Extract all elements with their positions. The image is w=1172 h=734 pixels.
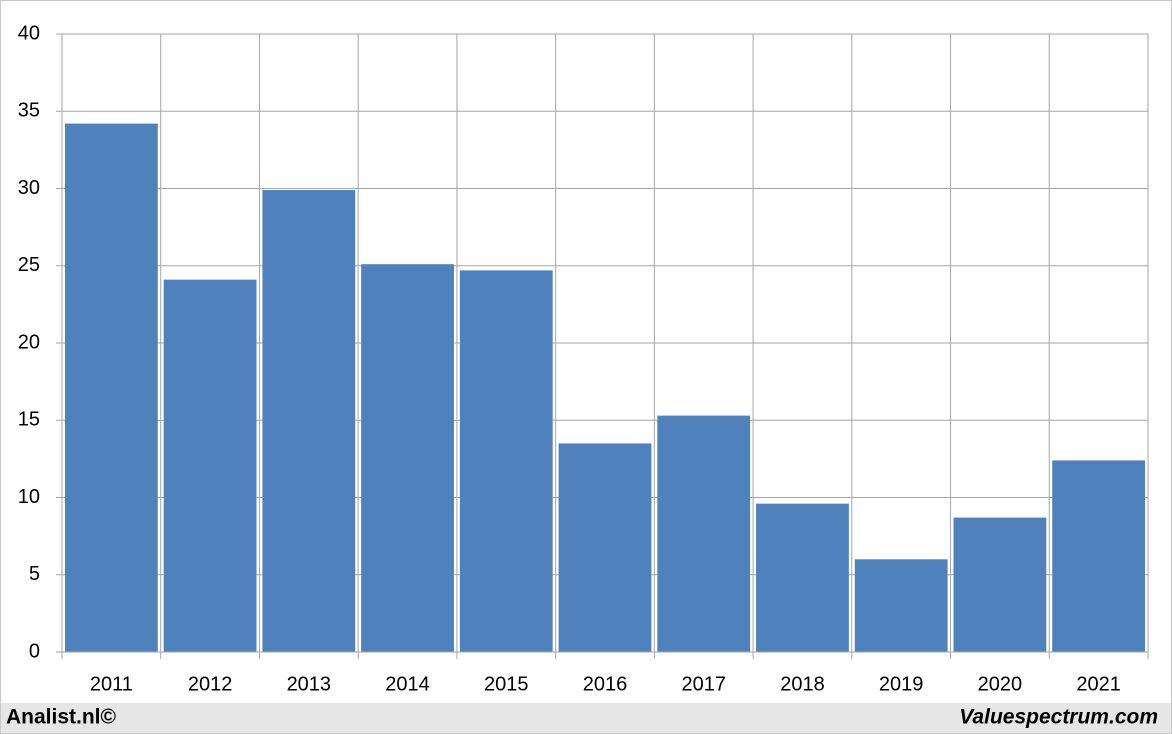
y-tick-label: 35 (18, 100, 40, 122)
bar (459, 270, 553, 652)
x-tick-label: 2014 (385, 673, 430, 695)
bar (64, 123, 158, 653)
x-tick-label: 2013 (287, 673, 332, 695)
x-tick-label: 2016 (583, 673, 628, 695)
y-tick-label: 40 (18, 22, 40, 44)
y-tick-label: 20 (18, 331, 40, 353)
bar (1052, 460, 1146, 652)
y-tick-label: 15 (18, 409, 40, 431)
y-tick-label: 5 (29, 563, 40, 585)
x-tick-label: 2020 (978, 673, 1023, 695)
x-tick-label: 2018 (780, 673, 825, 695)
x-tick-label: 2012 (188, 673, 233, 695)
x-tick-label: 2017 (681, 673, 726, 695)
bar (163, 279, 257, 652)
bar (854, 559, 948, 652)
bar (953, 517, 1047, 652)
x-tick-label: 2015 (484, 673, 529, 695)
footer-band (0, 703, 1172, 734)
bar (657, 415, 751, 652)
y-tick-label: 0 (29, 640, 40, 662)
bar (361, 264, 454, 652)
bar (558, 443, 652, 652)
bar (756, 503, 849, 652)
y-tick-label: 30 (18, 177, 40, 199)
footer-right: Valuespectrum.com (959, 706, 1158, 729)
bar (262, 190, 356, 653)
footer-left: Analist.nl© (6, 706, 117, 729)
y-tick-label: 10 (18, 486, 40, 508)
y-tick-label: 25 (18, 254, 40, 276)
x-tick-label: 2021 (1076, 673, 1121, 695)
x-tick-label: 2019 (879, 673, 924, 695)
x-tick-label: 2011 (90, 673, 133, 695)
